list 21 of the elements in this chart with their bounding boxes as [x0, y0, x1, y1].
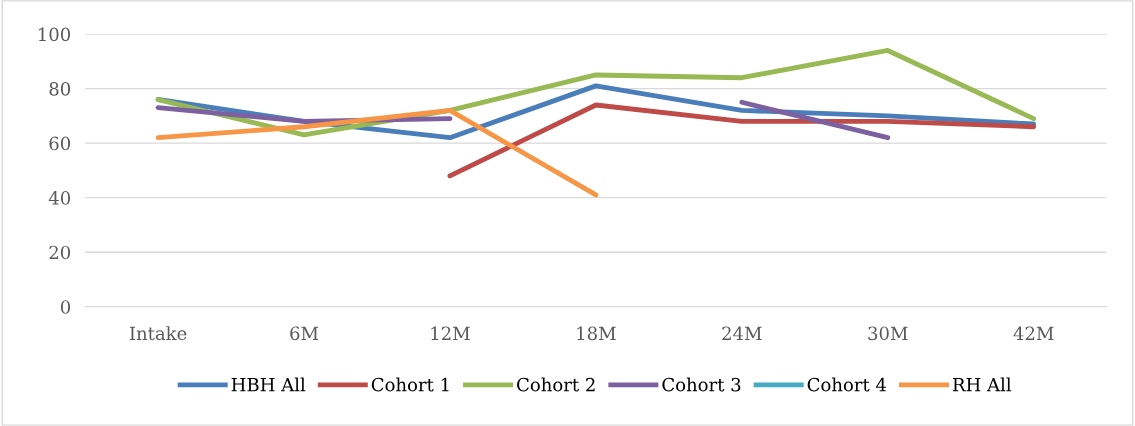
y-tick-label: 60 — [49, 136, 71, 151]
x-tick-label: 12M — [431, 326, 470, 340]
y-tick-label: 40 — [48, 191, 71, 205]
x-tick-label: 6M — [290, 326, 319, 341]
x-tick-label: Intake — [129, 326, 187, 341]
y-tick-label: 20 — [49, 245, 71, 260]
x-tick-label: 24M — [722, 326, 762, 340]
x-tick-label: 30M — [868, 326, 908, 341]
x-tick-label: 42M — [1013, 326, 1054, 340]
line-series — [447, 102, 1037, 179]
y-tick-label: 80 — [49, 82, 71, 96]
x-tick-label: 18M — [577, 326, 616, 341]
y-tick-label: 0 — [60, 300, 71, 314]
legend-label: Cohort 2 — [517, 377, 595, 392]
legend-label: Cohort 1 — [371, 377, 449, 392]
legend-label: HBH All — [231, 377, 306, 392]
y-tick-label: 100 — [38, 27, 71, 42]
legend-label: RH All — [952, 377, 1012, 392]
line-series — [155, 107, 599, 198]
legend-label: Cohort 4 — [807, 377, 887, 392]
legend-label: Cohort 3 — [662, 377, 741, 392]
